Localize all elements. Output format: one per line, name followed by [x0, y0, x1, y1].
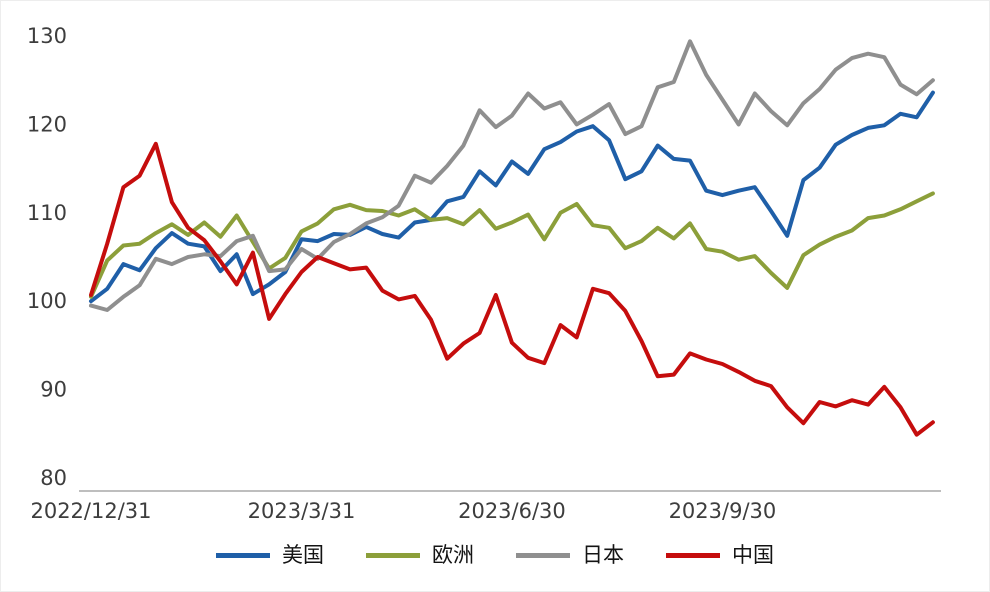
- x-tick-label: 2023/3/31: [248, 499, 356, 523]
- legend-swatch-us: [216, 553, 270, 558]
- series-line-japan: [89, 39, 935, 312]
- y-tick-label: 110: [27, 201, 67, 225]
- series-line-us: [89, 90, 935, 304]
- x-tick-label: 2023/9/30: [669, 499, 777, 523]
- legend-item-us: 美国: [216, 545, 324, 566]
- legend-item-china: 中国: [666, 545, 774, 566]
- y-tick-label: 120: [27, 112, 67, 136]
- legend-label-us: 美国: [282, 543, 324, 567]
- x-tick-label: 2023/6/30: [458, 499, 566, 523]
- legend-label-china: 中国: [732, 543, 774, 567]
- y-tick-label: 90: [40, 378, 67, 402]
- legend-swatch-japan: [516, 553, 570, 558]
- y-tick-label: 100: [27, 289, 67, 313]
- y-tick-label: 130: [27, 24, 67, 48]
- legend: 美国 欧洲 日本 中国: [1, 545, 989, 566]
- x-tick-label: 2022/12/31: [30, 499, 151, 523]
- legend-label-japan: 日本: [582, 543, 624, 567]
- series-line-europe: [89, 191, 935, 299]
- series-line-china: [89, 141, 935, 437]
- legend-swatch-europe: [366, 553, 420, 558]
- legend-label-europe: 欧洲: [432, 543, 474, 567]
- y-tick-label: 80: [40, 466, 67, 490]
- legend-item-europe: 欧洲: [366, 545, 474, 566]
- legend-swatch-china: [666, 553, 720, 558]
- legend-item-japan: 日本: [516, 545, 624, 566]
